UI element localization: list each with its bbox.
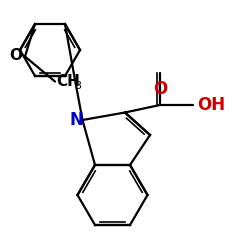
Text: OH: OH: [198, 96, 226, 114]
Text: O: O: [10, 48, 22, 63]
Text: O: O: [153, 80, 167, 98]
Text: CH: CH: [56, 74, 80, 89]
Text: N: N: [69, 111, 83, 129]
Text: 3: 3: [74, 81, 81, 91]
